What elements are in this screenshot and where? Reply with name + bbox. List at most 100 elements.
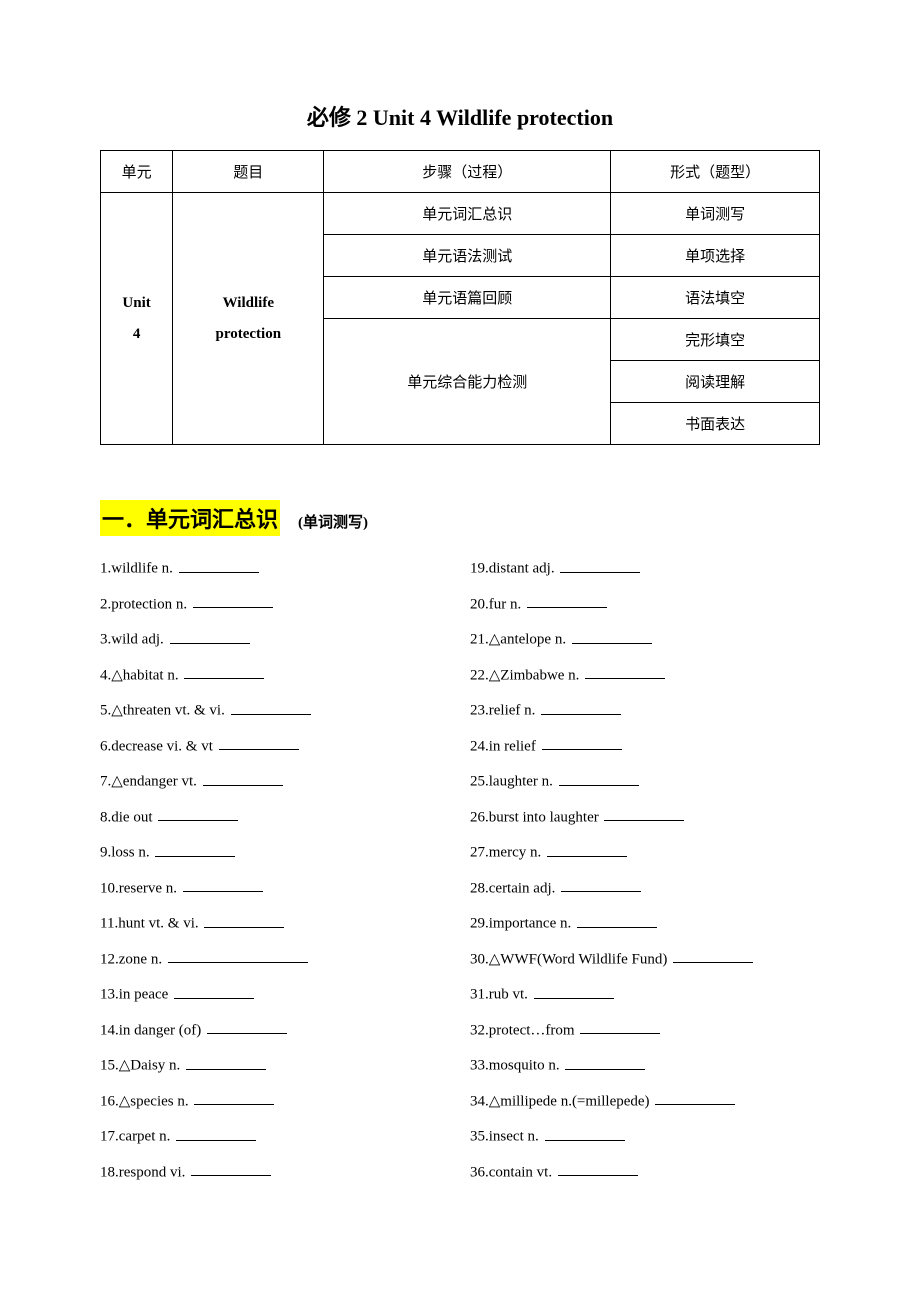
section-heading: 一．单元词汇总识 xyxy=(100,500,280,536)
vocab-item: 12.zone n. xyxy=(100,949,450,971)
vocab-term: 6.decrease vi. & vt xyxy=(100,738,217,754)
vocab-term: 24.in relief xyxy=(470,738,540,754)
vocab-item: 19.distant adj. xyxy=(470,558,820,580)
blank-line xyxy=(527,594,607,609)
vocab-term: 13.in peace xyxy=(100,987,172,1003)
form-cell: 完形填空 xyxy=(611,319,820,361)
blank-line xyxy=(184,665,264,680)
topic-cell: Wildlife protection xyxy=(173,193,324,445)
header-form: 形式（题型） xyxy=(611,151,820,193)
header-step: 步骤（过程） xyxy=(324,151,611,193)
blank-line xyxy=(219,736,299,751)
vocab-term: 33.mosquito n. xyxy=(470,1058,563,1074)
blank-line xyxy=(565,1055,645,1070)
form-cell: 书面表达 xyxy=(611,403,820,445)
blank-line xyxy=(158,807,238,822)
form-cell: 阅读理解 xyxy=(611,361,820,403)
vocab-item: 10.reserve n. xyxy=(100,878,450,900)
blank-line xyxy=(673,949,753,964)
section-header: 一．单元词汇总识 (单词测写) xyxy=(100,500,820,536)
blank-line xyxy=(170,629,250,644)
vocab-term: 26.burst into laughter xyxy=(470,809,602,825)
vocab-term: 21.△antelope n. xyxy=(470,632,570,648)
blank-line xyxy=(204,913,284,928)
vocab-term: 32.protect…from xyxy=(470,1022,578,1038)
vocab-item: 24.in relief xyxy=(470,736,820,758)
unit-cell: Unit 4 xyxy=(101,193,173,445)
vocab-item: 27.mercy n. xyxy=(470,842,820,864)
vocab-item: 18.respond vi. xyxy=(100,1162,450,1184)
blank-line xyxy=(604,807,684,822)
overview-table: 单元 题目 步骤（过程） 形式（题型） Unit 4 Wildlife prot… xyxy=(100,150,820,445)
blank-line xyxy=(580,1020,660,1035)
vocab-item: 29.importance n. xyxy=(470,913,820,935)
vocab-term: 35.insect n. xyxy=(470,1129,543,1145)
blank-line xyxy=(547,842,627,857)
blank-line xyxy=(231,700,311,715)
vocab-item: 34.△millipede n.(=millepede) xyxy=(470,1091,820,1113)
blank-line xyxy=(203,771,283,786)
vocab-term: 18.respond vi. xyxy=(100,1164,189,1180)
vocab-term: 28.certain adj. xyxy=(470,880,559,896)
vocab-item: 26.burst into laughter xyxy=(470,807,820,829)
vocab-item: 22.△Zimbabwe n. xyxy=(470,665,820,687)
blank-line xyxy=(183,878,263,893)
vocab-item: 25.laughter n. xyxy=(470,771,820,793)
blank-line xyxy=(207,1020,287,1035)
vocab-col-left: 1.wildlife n. 2.protection n. 3.wild adj… xyxy=(100,558,450,1197)
form-cell: 单词测写 xyxy=(611,193,820,235)
vocab-term: 10.reserve n. xyxy=(100,880,181,896)
vocab-item: 36.contain vt. xyxy=(470,1162,820,1184)
vocab-item: 6.decrease vi. & vt xyxy=(100,736,450,758)
blank-line xyxy=(559,771,639,786)
table-row: Unit 4 Wildlife protection 单元词汇总识 单词测写 xyxy=(101,193,820,235)
blank-line xyxy=(542,736,622,751)
header-topic: 题目 xyxy=(173,151,324,193)
vocab-item: 7.△endanger vt. xyxy=(100,771,450,793)
vocab-item: 15.△Daisy n. xyxy=(100,1055,450,1077)
blank-line xyxy=(174,984,254,999)
vocab-term: 31.rub vt. xyxy=(470,987,532,1003)
step-cell: 单元语篇回顾 xyxy=(324,277,611,319)
vocab-item: 17.carpet n. xyxy=(100,1126,450,1148)
vocab-term: 5.△threaten vt. & vi. xyxy=(100,703,229,719)
page: 必修 2 Unit 4 Wildlife protection 单元 题目 步骤… xyxy=(0,0,920,1302)
vocab-item: 20.fur n. xyxy=(470,594,820,616)
blank-line xyxy=(194,1091,274,1106)
blank-line xyxy=(560,558,640,573)
vocab-term: 20.fur n. xyxy=(470,596,525,612)
vocab-term: 14.in danger (of) xyxy=(100,1022,205,1038)
form-cell: 单项选择 xyxy=(611,235,820,277)
step-cell: 单元语法测试 xyxy=(324,235,611,277)
vocab-term: 36.contain vt. xyxy=(470,1164,556,1180)
blank-line xyxy=(541,700,621,715)
blank-line xyxy=(561,878,641,893)
vocab-item: 2.protection n. xyxy=(100,594,450,616)
blank-line xyxy=(572,629,652,644)
vocab-item: 16.△species n. xyxy=(100,1091,450,1113)
unit-label-top: Unit xyxy=(107,295,166,312)
vocab-term: 11.hunt vt. & vi. xyxy=(100,916,202,932)
page-title: 必修 2 Unit 4 Wildlife protection xyxy=(100,100,820,132)
blank-line xyxy=(534,984,614,999)
vocab-term: 8.die out xyxy=(100,809,156,825)
header-unit: 单元 xyxy=(101,151,173,193)
vocab-item: 4.△habitat n. xyxy=(100,665,450,687)
vocab-term: 4.△habitat n. xyxy=(100,667,182,683)
vocab-term: 23.relief n. xyxy=(470,703,539,719)
blank-line xyxy=(186,1055,266,1070)
table-header-row: 单元 题目 步骤（过程） 形式（题型） xyxy=(101,151,820,193)
vocab-term: 16.△species n. xyxy=(100,1093,192,1109)
vocab-term: 15.△Daisy n. xyxy=(100,1058,184,1074)
step-cell-merged: 单元综合能力检测 xyxy=(324,319,611,445)
vocab-term: 27.mercy n. xyxy=(470,845,545,861)
vocab-item: 9.loss n. xyxy=(100,842,450,864)
blank-line xyxy=(545,1126,625,1141)
blank-line xyxy=(558,1162,638,1177)
vocab-item: 11.hunt vt. & vi. xyxy=(100,913,450,935)
blank-line xyxy=(191,1162,271,1177)
vocab-item: 35.insect n. xyxy=(470,1126,820,1148)
vocab-item: 1.wildlife n. xyxy=(100,558,450,580)
vocab-col-right: 19.distant adj. 20.fur n. 21.△antelope n… xyxy=(470,558,820,1197)
vocab-item: 21.△antelope n. xyxy=(470,629,820,651)
